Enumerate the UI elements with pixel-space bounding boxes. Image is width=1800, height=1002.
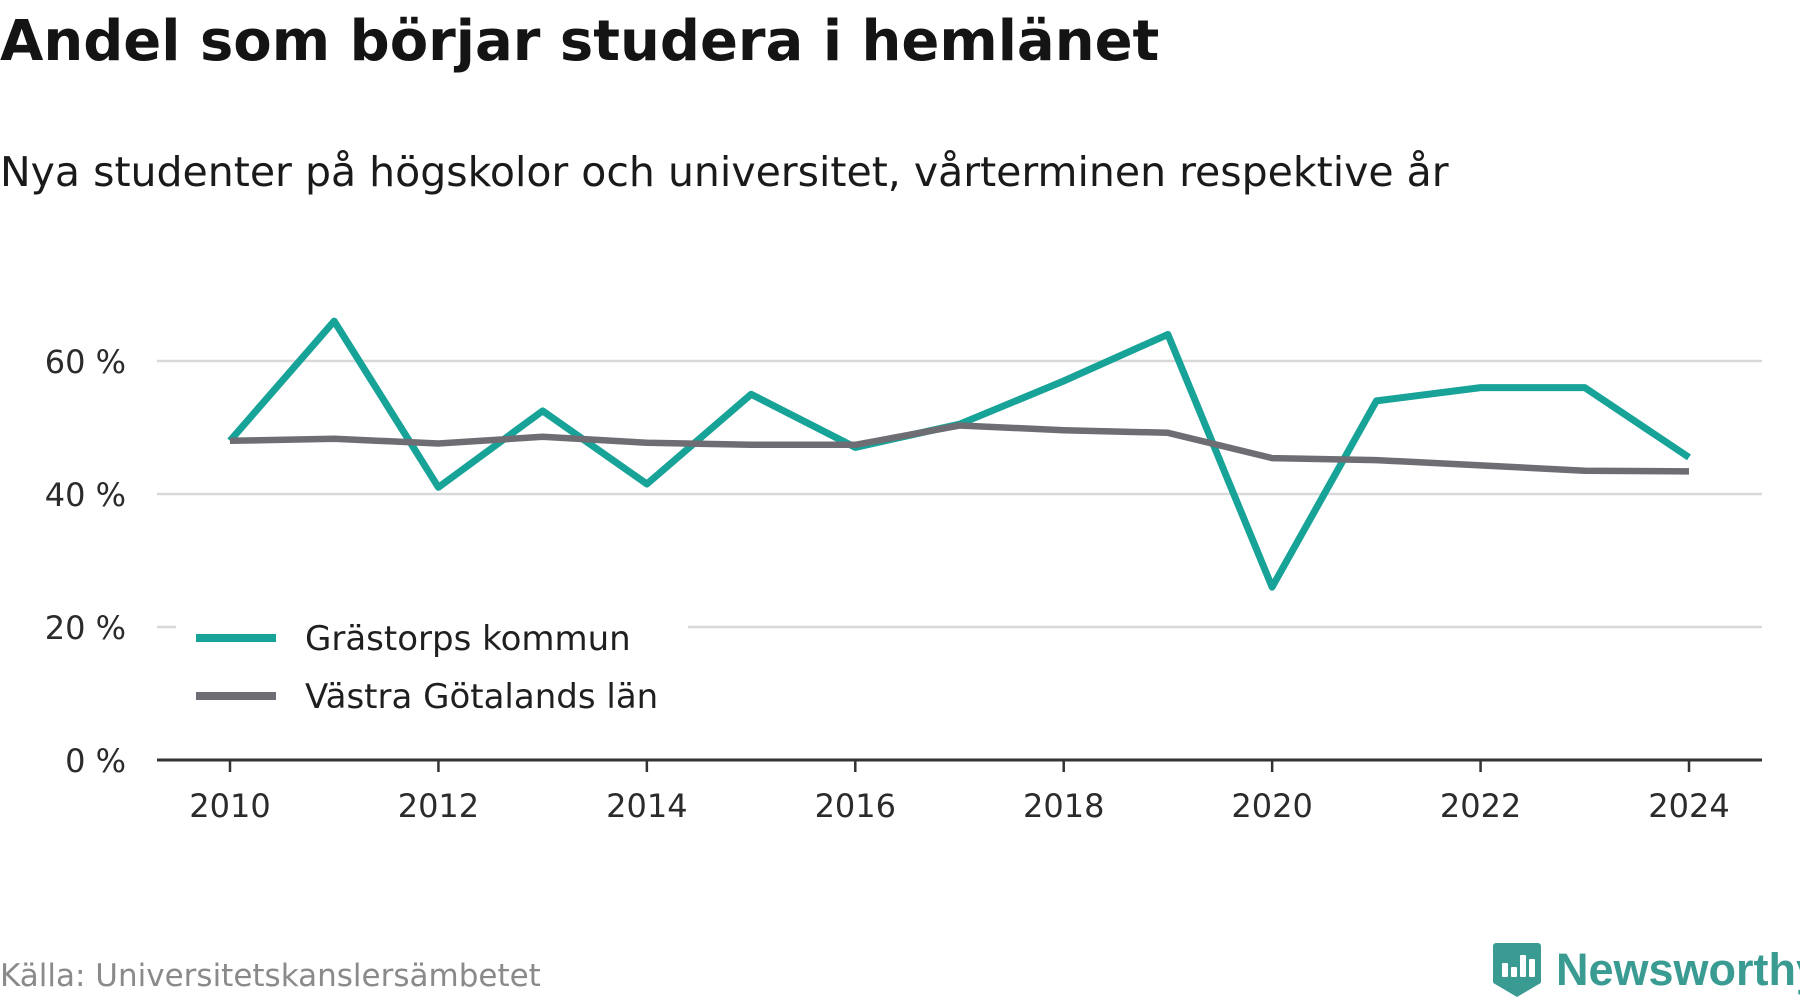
series-2-point-2022 [1478, 462, 1484, 468]
x-tick-label: 2010 [189, 787, 270, 825]
bar-chart-badge-icon [1492, 943, 1542, 997]
series-2-point-2019 [1165, 430, 1171, 436]
legend-label-2: Västra Götalands län [305, 677, 658, 717]
series-line-2 [229, 422, 1690, 475]
series-1-point-2015 [748, 391, 754, 397]
series-2-point-2013 [540, 434, 546, 440]
x-tick-label: 2014 [606, 787, 687, 825]
y-tick-label: 20 % [45, 609, 126, 647]
chart-subtitle: Nya studenter på högskolor och universit… [0, 148, 1449, 196]
source-note: Källa: Universitetskanslersämbetet [0, 958, 541, 994]
series-2-point-2016 [852, 442, 858, 448]
series-1-point-2012 [435, 484, 441, 490]
x-tick-label: 2016 [815, 787, 896, 825]
series-2-point-2023 [1582, 468, 1588, 474]
x-tick-label: 2018 [1023, 787, 1104, 825]
series-1-point-2020 [1269, 584, 1275, 590]
brand-logo: Newsworthy [1492, 938, 1800, 1002]
axes: 0 % 20 % 40 % 60 % 2010 2012 2014 2016 2018 2020 2… [45, 343, 1762, 825]
series-2-point-2011 [331, 436, 337, 442]
series-1-point-2013 [540, 408, 546, 414]
series-1-point-2023 [1582, 385, 1588, 391]
series-lines [227, 317, 1692, 591]
series-1-point-2018 [1061, 378, 1067, 384]
series-2-point-2018 [1061, 427, 1067, 433]
y-tick-label: 40 % [45, 476, 126, 514]
line-chart: 0 % 20 % 40 % 60 % 2010 2012 2014 2016 2018 2020 2… [45, 317, 1762, 825]
series-1-point-2014 [644, 481, 650, 487]
chart-title: Andel som börjar studera i hemlänet [0, 9, 1160, 74]
x-tick-label: 2022 [1440, 787, 1521, 825]
series-1-point-2021 [1373, 398, 1379, 404]
x-tick-label: 2020 [1231, 787, 1312, 825]
x-tick-label: 2024 [1648, 787, 1729, 825]
grid-lines [157, 359, 1762, 629]
brand-name: Newsworthy [1556, 944, 1800, 995]
series-2-point-2010 [227, 438, 233, 444]
series-2-point-2024 [1686, 468, 1692, 474]
series-2-point-2021 [1373, 457, 1379, 463]
series-2-point-2012 [435, 440, 441, 446]
series-2-point-2020 [1269, 455, 1275, 461]
legend-label-1: Grästorps kommun [305, 619, 631, 659]
series-2-point-2014 [644, 440, 650, 446]
legend-background [176, 614, 688, 732]
series-1-point-2019 [1165, 331, 1171, 337]
x-tick-label: 2012 [398, 787, 479, 825]
series-1-point-2024 [1686, 454, 1692, 460]
y-tick-label: 0 % [65, 742, 126, 780]
legend: Grästorps kommun Västra Götalands län [176, 614, 688, 732]
y-tick-label: 60 % [45, 343, 126, 381]
series-1-point-2011 [331, 318, 337, 324]
series-2-point-2015 [748, 442, 754, 448]
series-1-point-2022 [1478, 385, 1484, 391]
series-2-point-2017 [957, 423, 963, 429]
